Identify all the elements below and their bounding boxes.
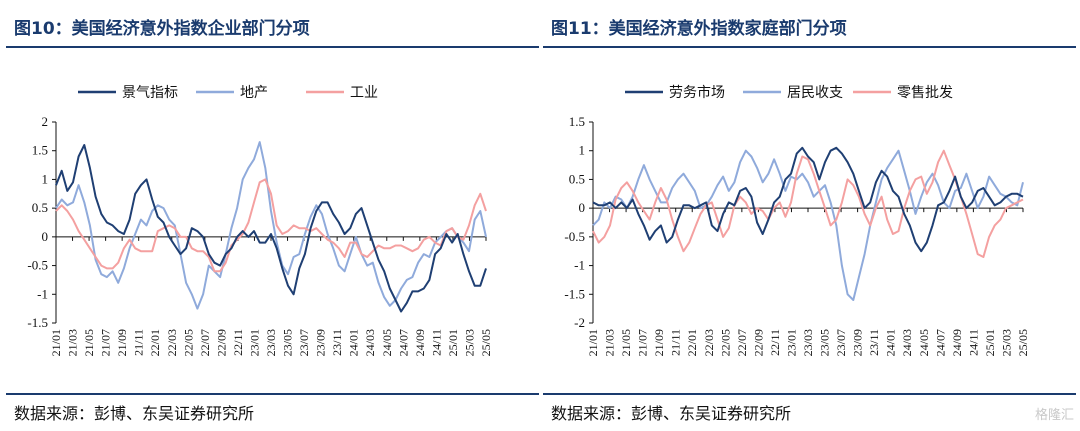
legend-label: 居民收支 <box>787 85 843 101</box>
x-tick-label: 24/07 <box>396 329 410 356</box>
x-tick-label: 24/01 <box>884 329 898 356</box>
figure-title: 图10：美国经济意外指数企业部门分项 <box>14 19 310 39</box>
series-line-2 <box>55 141 487 310</box>
x-tick-label: 21/03 <box>603 329 617 356</box>
x-tick-label: 21/03 <box>66 329 80 356</box>
legend-label: 零售批发 <box>897 85 953 101</box>
y-tick-label: -1 <box>574 258 585 273</box>
source-rule <box>6 393 539 395</box>
x-tick-label: 24/09 <box>413 329 427 356</box>
x-tick-label: 24/03 <box>363 329 377 356</box>
chart-panel-left: 图10：美国经济意外指数企业部门分项 景气指标 地产 工业 2 1.5 1 0.5 0 -0.5… <box>6 0 539 431</box>
y-tick-label: 0 <box>42 229 49 244</box>
x-tick-label: 22/09 <box>751 329 765 356</box>
source-note: 数据来源：彭博、东吴证券研究所 <box>551 404 792 423</box>
x-tick-label: 24/05 <box>380 329 394 356</box>
figure-title: 图11：美国经济意外指数家庭部门分项 <box>551 19 847 39</box>
title-rule <box>543 46 1076 48</box>
y-tick-label: -1.5 <box>564 286 585 301</box>
series-line-2 <box>592 149 1024 301</box>
x-tick-label: 24/11 <box>966 329 980 356</box>
legend: 景气指标 地产 工业 <box>78 85 378 101</box>
x-tick-label: 22/09 <box>214 329 228 356</box>
title-rule <box>6 46 539 48</box>
legend: 劳务市场 居民收支 零售批发 <box>625 84 953 101</box>
x-tick-label: 25/05 <box>1016 329 1030 356</box>
x-tick-label: 21/09 <box>652 329 666 356</box>
watermark-logo: 格隆汇 <box>1034 408 1074 423</box>
x-tick-label: 23/07 <box>834 329 848 356</box>
x-tick-label: 21/09 <box>115 329 129 356</box>
chart-panel-right: 图11：美国经济意外指数家庭部门分项 劳务市场 居民收支 零售批发 1.5 1 0.5 0 -… <box>543 0 1076 431</box>
series-line-1 <box>592 146 1024 253</box>
x-tick-label: 25/01 <box>446 329 460 356</box>
x-tick-label: 22/11 <box>768 329 782 356</box>
y-tick-label: 0.5 <box>32 200 48 215</box>
x-tick-label: 21/11 <box>669 329 683 356</box>
x-tick-label: 23/11 <box>867 329 881 356</box>
x-tick-label: 22/03 <box>702 329 716 356</box>
x-tick-label: 24/05 <box>917 329 931 356</box>
source-note: 数据来源：彭博、东吴证券研究所 <box>14 404 255 423</box>
x-tick-label: 24/03 <box>900 329 914 356</box>
x-tick-label: 25/03 <box>999 329 1013 356</box>
x-tick-label: 22/01 <box>685 329 699 356</box>
x-tick-label: 21/11 <box>132 329 146 356</box>
series-line-1 <box>55 144 487 313</box>
x-tick-label: 22/01 <box>148 329 162 356</box>
series-line-3 <box>592 149 1024 258</box>
x-tick-label: 23/03 <box>264 329 278 356</box>
x-tick-label: 25/03 <box>462 329 476 356</box>
y-tick-label: 2 <box>42 114 49 129</box>
y-tick-label: 1.5 <box>569 114 585 129</box>
x-tick-label: 25/05 <box>479 329 493 356</box>
x-tick-label: 21/05 <box>82 329 96 356</box>
x-tick-label: 24/01 <box>347 329 361 356</box>
x-tick-label: 22/05 <box>181 329 195 356</box>
x-tick-label: 24/11 <box>429 329 443 356</box>
y-tick-label: -1.5 <box>27 315 48 330</box>
legend-label: 景气指标 <box>122 85 178 101</box>
y-tick-label: 1 <box>42 171 49 186</box>
x-tick-label: 23/05 <box>281 329 295 356</box>
y-tick-label: 0 <box>579 200 586 215</box>
legend-label: 地产 <box>240 85 268 101</box>
source-rule <box>543 393 1076 395</box>
x-tick-label: 24/09 <box>950 329 964 356</box>
y-tick-label: -1 <box>37 286 48 301</box>
series-line-3 <box>55 178 487 273</box>
x-tick-label: 23/03 <box>801 329 815 356</box>
x-tick-label: 21/01 <box>586 329 600 356</box>
x-tick-label: 22/05 <box>718 329 732 356</box>
x-tick-label: 21/01 <box>49 329 63 356</box>
x-tick-label: 22/11 <box>231 329 245 356</box>
x-tick-label: 22/07 <box>735 329 749 356</box>
x-tick-label: 23/01 <box>247 329 261 356</box>
legend-label: 工业 <box>350 85 378 101</box>
x-tick-label: 23/05 <box>818 329 832 356</box>
x-tick-label: 23/09 <box>851 329 865 356</box>
x-tick-label: 22/07 <box>198 329 212 356</box>
x-tick-label: 25/01 <box>983 329 997 356</box>
y-tick-label: -0.5 <box>564 229 585 244</box>
legend-label: 劳务市场 <box>669 84 725 101</box>
y-tick-label: 1.5 <box>32 143 48 158</box>
y-tick-label: -2 <box>574 315 585 330</box>
x-tick-label: 23/07 <box>297 329 311 356</box>
x-tick-label: 21/07 <box>636 329 650 356</box>
y-tick-label: 1 <box>579 143 586 158</box>
y-tick-label: -0.5 <box>27 258 48 273</box>
x-tick-label: 21/07 <box>99 329 113 356</box>
x-tick-label: 23/01 <box>784 329 798 356</box>
x-tick-label: 21/05 <box>619 329 633 356</box>
x-tick-label: 24/07 <box>933 329 947 356</box>
y-tick-label: 0.5 <box>569 171 585 186</box>
x-tick-label: 23/09 <box>314 329 328 356</box>
x-tick-label: 22/03 <box>165 329 179 356</box>
x-tick-label: 23/11 <box>330 329 344 356</box>
